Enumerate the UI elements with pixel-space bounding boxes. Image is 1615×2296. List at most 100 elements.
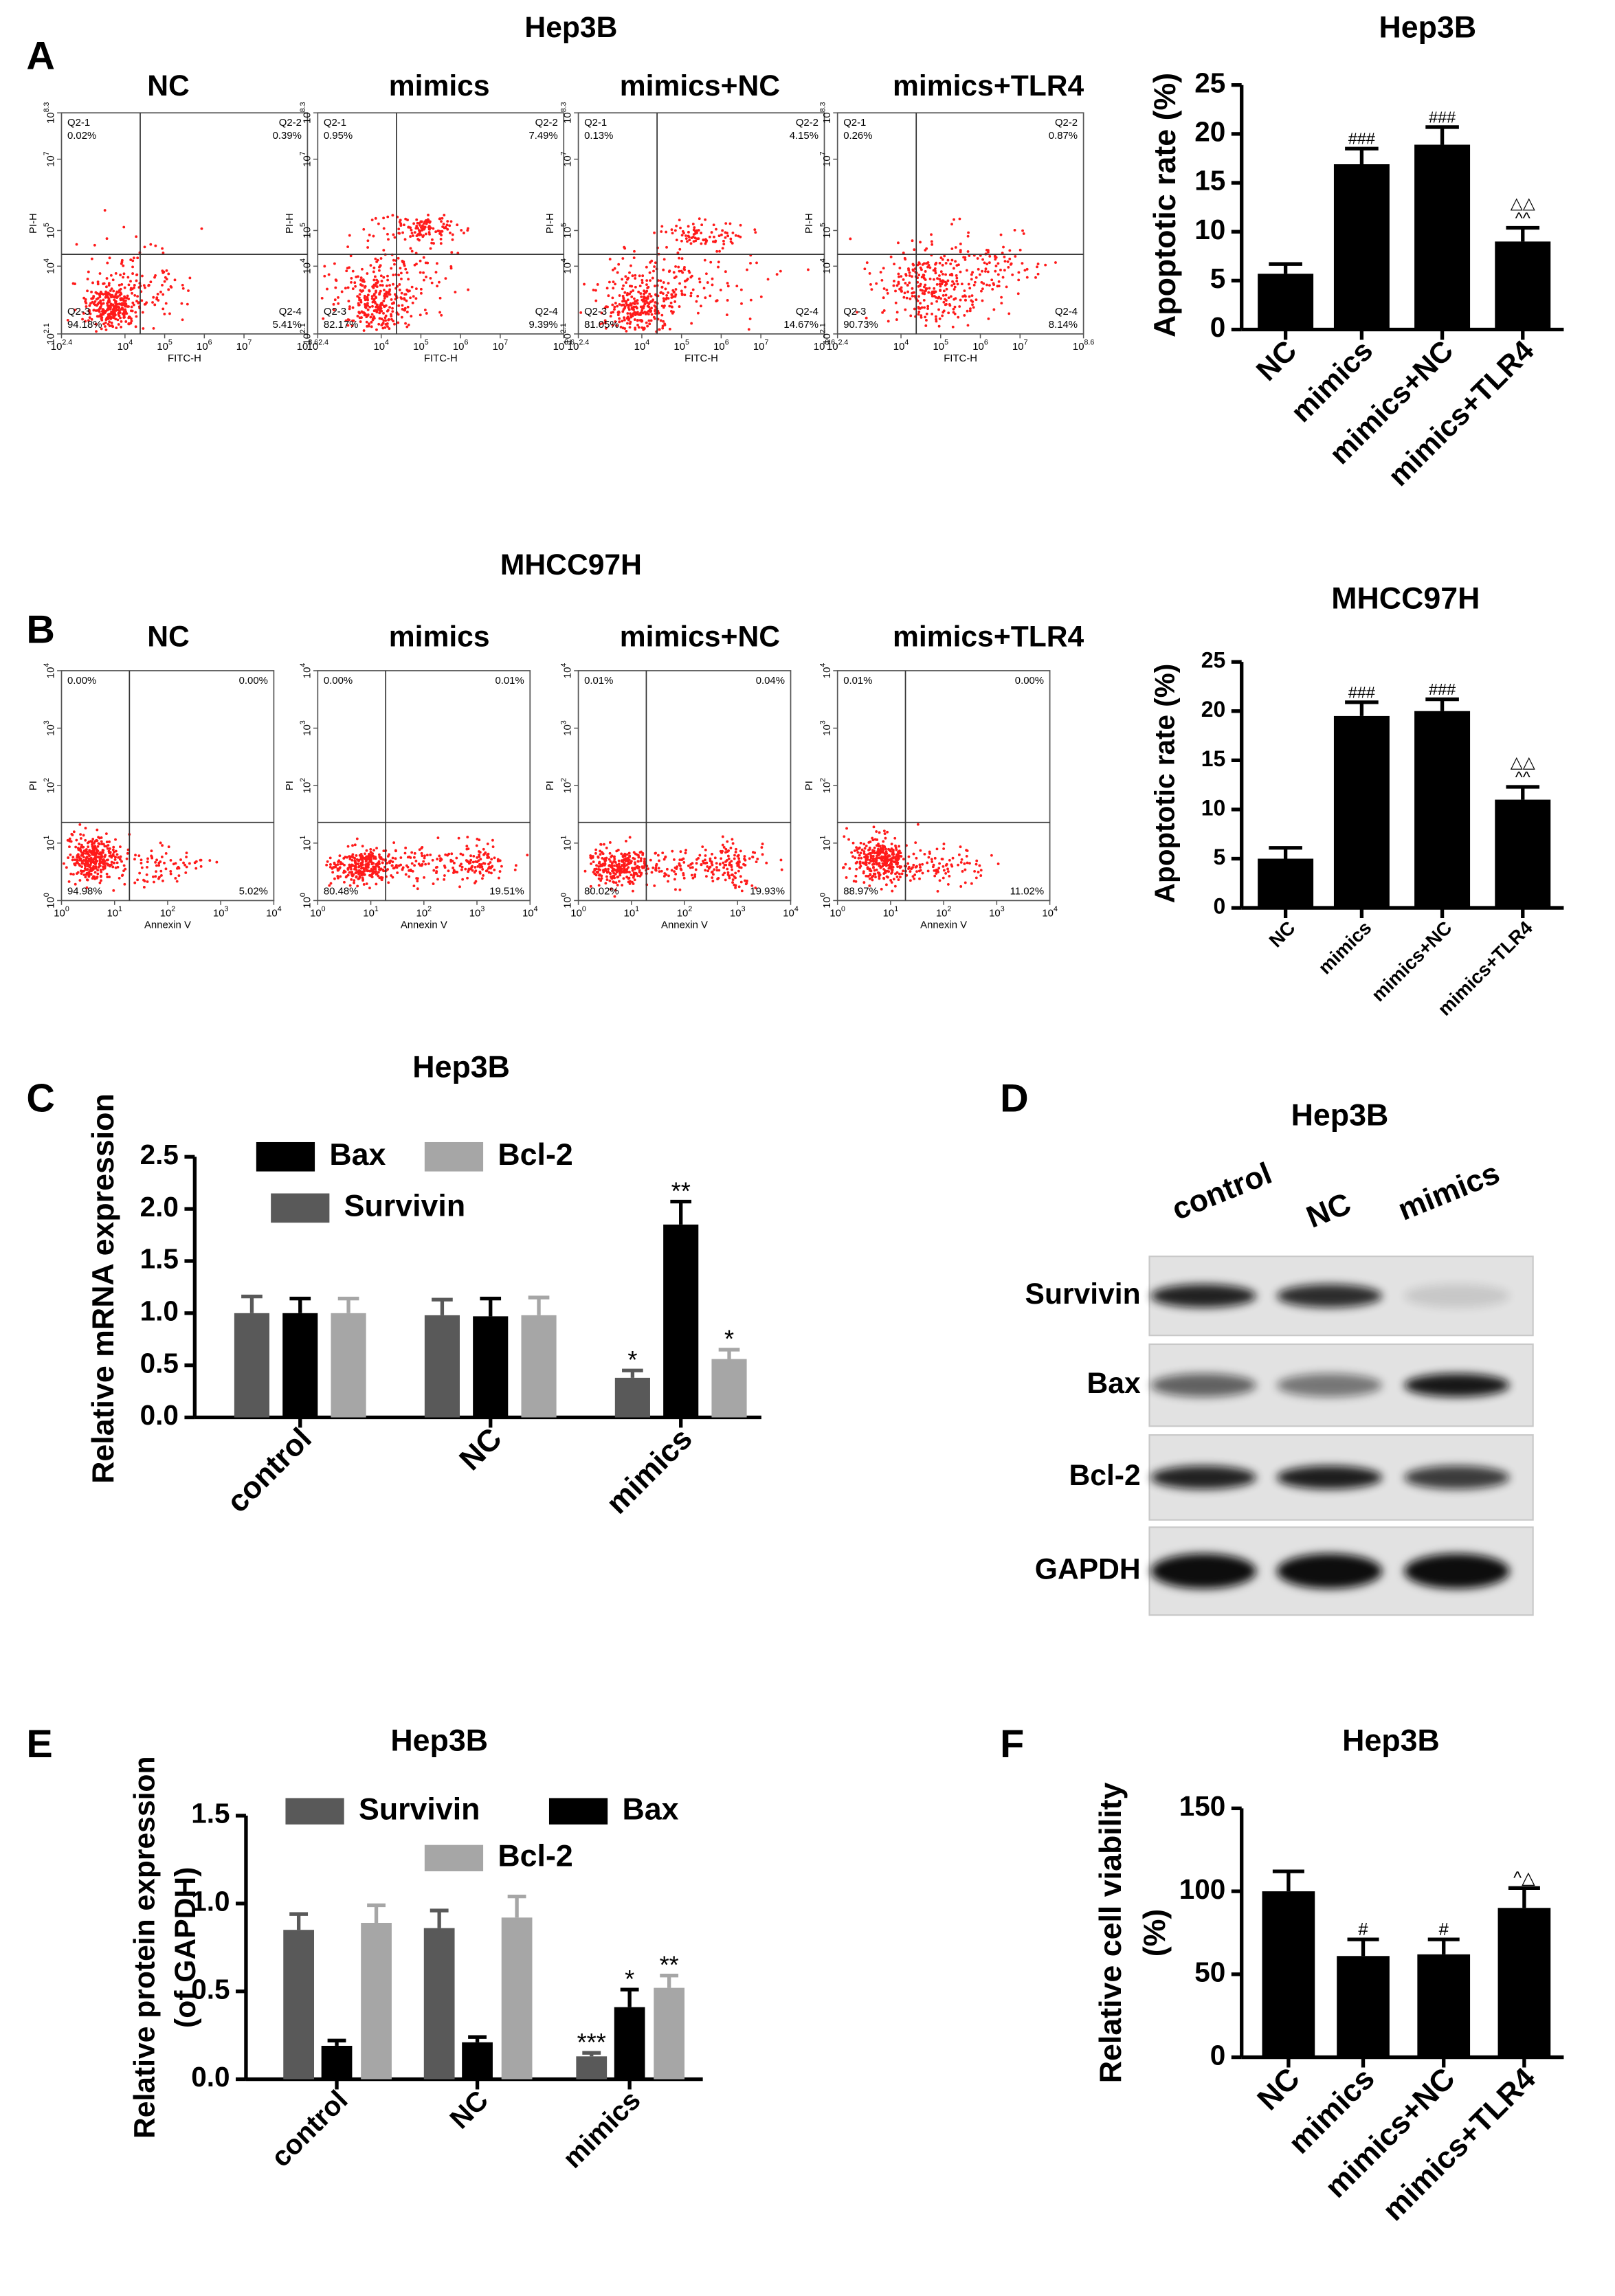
event-dot [443, 874, 446, 877]
event-dot [618, 317, 621, 320]
y-tick-label: 103 [299, 720, 313, 736]
event-dot [710, 860, 713, 864]
event-dot [388, 288, 392, 291]
event-dot [159, 841, 162, 845]
legend-label: Bcl-2 [498, 1839, 572, 1873]
event-dot [478, 871, 482, 875]
tick-exponent: 4 [299, 258, 307, 263]
event-dot [890, 881, 893, 884]
event-dot [700, 863, 703, 867]
event-dot [393, 236, 397, 239]
event-dot [385, 285, 388, 287]
event-dot [737, 860, 741, 863]
event-dot [346, 245, 350, 249]
event-dot [897, 282, 900, 285]
event-dot [657, 867, 660, 870]
event-dot [979, 874, 983, 877]
event-dot [69, 853, 72, 856]
event-dot [717, 265, 720, 269]
protein-label: Bax [1087, 1367, 1141, 1400]
quadrant-label: 0.87% [1049, 131, 1078, 142]
event-dot [128, 315, 131, 319]
event-dot [180, 302, 183, 305]
event-dot [359, 320, 362, 323]
event-dot [721, 247, 724, 250]
event-dot [647, 295, 650, 298]
event-dot [636, 874, 639, 878]
event-dot [733, 875, 736, 878]
event-dot [912, 263, 915, 267]
x-tick-label: 104 [783, 905, 799, 919]
event-dot [411, 301, 414, 304]
event-dot [98, 856, 101, 859]
event-dot [85, 873, 88, 876]
event-dot [68, 837, 71, 840]
quadrant-label: 90.73% [843, 320, 878, 331]
x-tick-label: 108.6 [297, 339, 318, 353]
event-dot [626, 870, 629, 873]
event-dot [636, 860, 640, 863]
event-dot [152, 875, 155, 878]
event-dot [608, 879, 612, 882]
event-dot [167, 272, 170, 276]
event-dot [1023, 269, 1027, 272]
event-dot [76, 856, 79, 859]
event-dot [623, 871, 626, 874]
quadrant-label: Q2-2 [535, 118, 558, 129]
event-dot [968, 254, 971, 257]
event-dot [704, 875, 708, 878]
event-dot [889, 862, 892, 865]
event-dot [659, 291, 662, 295]
event-dot [636, 311, 639, 314]
quadrant-label: 7.49% [528, 131, 557, 142]
event-dot [993, 254, 996, 258]
event-dot [871, 878, 874, 882]
event-dot [361, 289, 365, 292]
event-dot [107, 858, 109, 862]
tick-exponent: 2 [688, 905, 692, 913]
event-dot [375, 873, 379, 876]
event-dot [930, 858, 933, 861]
significance-mark: ### [1348, 683, 1375, 701]
event-dot [684, 849, 687, 851]
event-dot [632, 312, 635, 315]
event-dot [372, 298, 376, 301]
x-tick-label: 102.4 [51, 339, 72, 353]
event-dot [959, 243, 962, 245]
event-dot [911, 275, 913, 278]
event-dot [382, 319, 386, 322]
tick-exponent: 7 [559, 151, 568, 155]
x-tick-label: NC [1251, 2061, 1306, 2117]
event-dot [930, 233, 933, 236]
tick-base: 10 [302, 667, 313, 679]
significance-mark: ^△ [1513, 1869, 1535, 1888]
event-dot [84, 868, 87, 871]
event-dot [904, 273, 907, 276]
event-dot [421, 227, 424, 230]
plot-title: NC [147, 620, 190, 653]
event-dot [423, 309, 427, 311]
event-dot [432, 882, 435, 885]
event-dot [978, 273, 981, 276]
event-dot [724, 863, 728, 867]
event-dot [739, 235, 742, 238]
event-dot [865, 316, 868, 320]
event-dot [882, 829, 886, 833]
event-dot [876, 862, 879, 865]
event-dot [906, 290, 909, 293]
event-dot [1008, 249, 1012, 252]
event-dot [120, 302, 124, 305]
bar [501, 1917, 533, 2080]
event-dot [726, 873, 730, 876]
event-dot [339, 862, 342, 866]
event-dot [410, 228, 413, 232]
event-dot [637, 326, 641, 329]
event-dot [923, 306, 926, 309]
event-dot [79, 849, 82, 852]
event-dot [671, 232, 674, 235]
event-dot [727, 849, 730, 852]
tick-base: 10 [822, 155, 833, 167]
event-dot [142, 886, 146, 889]
event-dot [633, 867, 636, 871]
event-dot [436, 858, 439, 861]
